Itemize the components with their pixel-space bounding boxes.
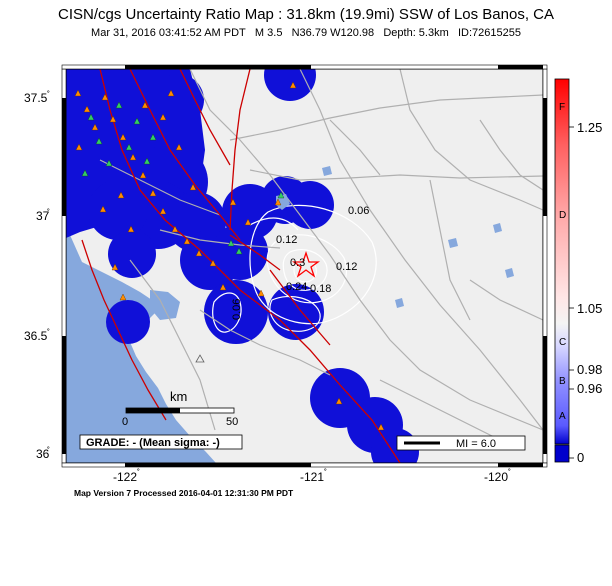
map-title: CISN/cgs Uncertainty Ratio Map : 31.8km … [57, 6, 555, 23]
scale-start: 0 [122, 416, 128, 428]
contour-labels: 0.06 0.12 0.3 0.12 0.24 0.18 0.06 [231, 205, 369, 320]
y-tick-label: 36.5 [24, 329, 48, 343]
event-subtitle: Mar 31, 2016 03:41:52 AM PDT M 3.5 N36.7… [0, 27, 612, 40]
stations-orange [74, 81, 385, 431]
x-tick-label: -121 [300, 470, 324, 484]
x-tick-label: -122 [113, 470, 137, 484]
colorbar-value: 0 [577, 450, 584, 465]
stations-green [81, 101, 285, 255]
roads [99, 69, 543, 441]
x-tick-label: -120 [484, 470, 508, 484]
mi-legend-text: MI = 6.0 [456, 438, 496, 450]
event-date: Mar 31, 2016 03:41:52 AM PDT [91, 27, 246, 39]
svg-text:˚: ˚ [47, 446, 50, 456]
grade-letter: D [559, 210, 566, 221]
map-version-footer: Map Version 7 Processed 2016-04-01 12:31… [74, 488, 294, 498]
colorbar-min-swatch [554, 444, 570, 463]
mi-legend-box [396, 435, 526, 451]
contour-label: 0.18 [310, 283, 331, 295]
colorbar-value: 1.05 [577, 301, 602, 316]
grade-letter: C [559, 337, 566, 348]
event-magnitude: M 3.5 [254, 27, 283, 39]
contour-label: 0.24 [286, 281, 307, 293]
event-location: N36.79 W120.98 [291, 27, 375, 39]
grade-text: GRADE: - (Mean sigma: -) [86, 437, 220, 449]
grade-letter: B [559, 376, 566, 387]
scale-unit: km [170, 389, 187, 404]
scale-end: 50 [226, 416, 238, 428]
colorbar-scale [554, 78, 570, 445]
lakes [276, 166, 514, 308]
epicenter-star-icon [291, 250, 321, 278]
contour-label: 0.06 [348, 205, 369, 217]
grade-letter: F [559, 102, 565, 113]
contour-label: 0.3 [290, 257, 305, 269]
scale-bar: km 0 50 [122, 389, 238, 428]
uncertainty-contours [212, 204, 377, 333]
map-area: 0.06 0.12 0.3 0.12 0.24 0.18 0.06 km 0 5… [66, 69, 543, 463]
event-depth: Depth: 5.3km [383, 27, 449, 39]
y-tick-label: 37.5 [24, 91, 48, 105]
event-id: ID:72615255 [457, 27, 521, 39]
grade-letter: A [559, 411, 566, 422]
faults [81, 69, 401, 463]
svg-text:˚: ˚ [324, 468, 327, 478]
grade-box [79, 434, 243, 450]
contour-label: 0.12 [276, 234, 297, 246]
y-tick-label: 36 [36, 447, 50, 461]
colorbar-value: 0.98 [577, 362, 602, 377]
svg-text:˚: ˚ [47, 90, 50, 100]
svg-text:˚: ˚ [47, 208, 50, 218]
colorbar-value: 1.25 [577, 120, 602, 135]
map-frame [61, 64, 548, 468]
colorbar-value: 0.96 [577, 381, 602, 396]
svg-text:˚: ˚ [137, 468, 140, 478]
axis-labels: 37.5 ˚ 37 ˚ 36.5 ˚ 36 ˚ -122 ˚ -121 ˚ -1… [24, 90, 511, 484]
ocean [66, 69, 216, 463]
contour-label: 0.06 [231, 299, 243, 320]
svg-text:˚: ˚ [47, 328, 50, 338]
contour-label: 0.12 [336, 261, 357, 273]
svg-text:˚: ˚ [508, 468, 511, 478]
station-gray-marker [195, 354, 205, 363]
colorbar: F D C B A 1.25 1.05 0.98 0.96 0 [554, 78, 602, 465]
y-tick-label: 37 [36, 209, 50, 223]
